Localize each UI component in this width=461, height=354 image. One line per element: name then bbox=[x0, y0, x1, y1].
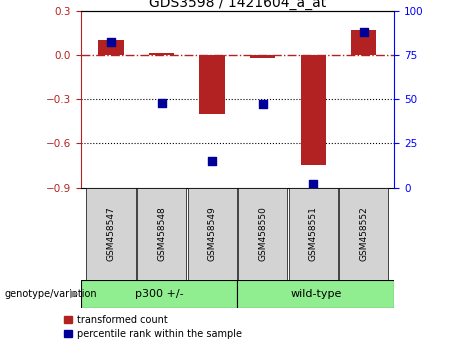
Bar bbox=[149, 53, 174, 55]
Text: GSM458548: GSM458548 bbox=[157, 206, 166, 261]
Bar bbox=[339, 188, 388, 280]
Point bbox=[310, 181, 317, 187]
Bar bbox=[351, 30, 377, 55]
Text: genotype/variation: genotype/variation bbox=[5, 289, 97, 299]
Bar bbox=[289, 188, 338, 280]
Point bbox=[208, 158, 216, 164]
Bar bbox=[81, 280, 237, 308]
Bar bbox=[87, 188, 136, 280]
Bar bbox=[188, 188, 236, 280]
Bar bbox=[137, 188, 186, 280]
Title: GDS3598 / 1421604_a_at: GDS3598 / 1421604_a_at bbox=[149, 0, 326, 10]
Bar bbox=[200, 55, 225, 114]
Bar bbox=[98, 40, 124, 55]
Text: wild-type: wild-type bbox=[290, 289, 342, 299]
Bar bbox=[301, 55, 326, 166]
Bar bbox=[238, 188, 287, 280]
Text: GSM458547: GSM458547 bbox=[106, 206, 116, 261]
Point bbox=[259, 102, 266, 107]
Point bbox=[158, 100, 165, 105]
Bar bbox=[237, 280, 394, 308]
Text: GSM458551: GSM458551 bbox=[309, 206, 318, 261]
Point bbox=[107, 40, 115, 45]
Bar bbox=[250, 55, 275, 58]
Text: p300 +/-: p300 +/- bbox=[135, 289, 183, 299]
Text: ▶: ▶ bbox=[70, 289, 78, 299]
Legend: transformed count, percentile rank within the sample: transformed count, percentile rank withi… bbox=[63, 313, 244, 341]
Point bbox=[360, 29, 367, 35]
Text: GSM458550: GSM458550 bbox=[258, 206, 267, 261]
Text: GSM458549: GSM458549 bbox=[207, 206, 217, 261]
Text: GSM458552: GSM458552 bbox=[359, 206, 368, 261]
